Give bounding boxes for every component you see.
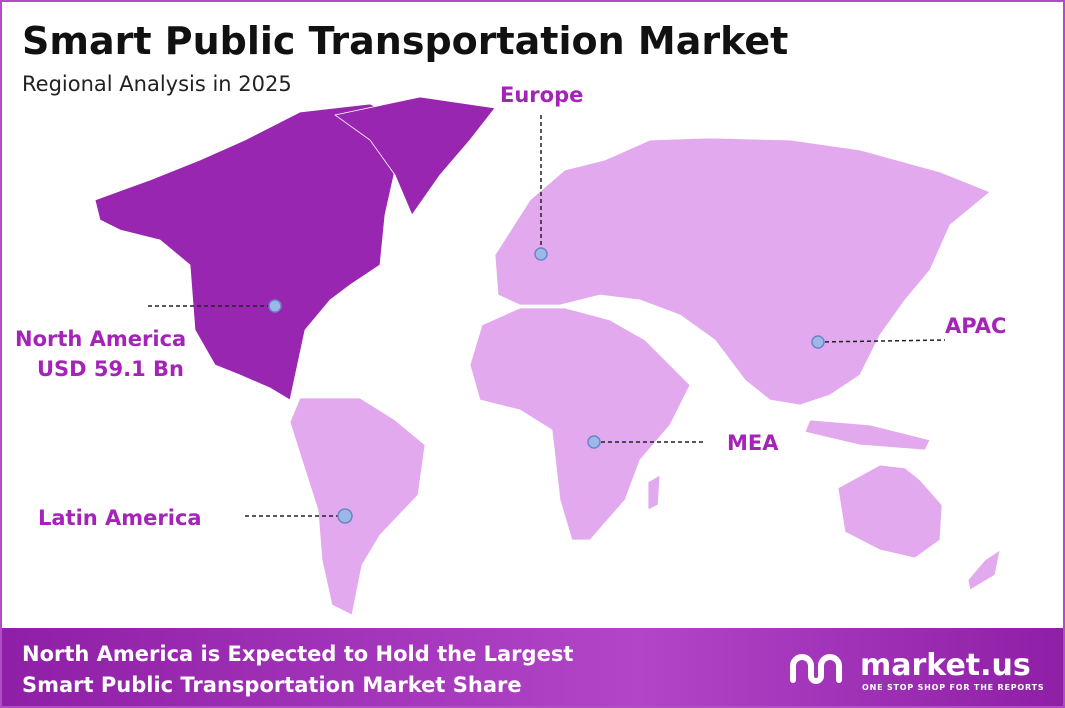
footer-text: North America is Expected to Hold the La… (22, 642, 573, 666)
leader-line (817, 339, 946, 343)
brand: market.us (860, 648, 1031, 683)
region-label: MEA (727, 431, 779, 455)
region-label: APAC (945, 314, 1006, 338)
region-label: Latin America (38, 506, 202, 530)
australia-shape (837, 464, 943, 559)
marker (587, 435, 601, 449)
south-america-shape (289, 397, 426, 616)
world-map (94, 96, 1001, 616)
marker (811, 335, 825, 349)
africa-shape (469, 307, 691, 541)
new-zealand-shape (967, 549, 1001, 591)
north-america-shape (94, 103, 421, 401)
marker (268, 299, 282, 313)
footer-band (2, 628, 1063, 706)
greenland-shape (334, 96, 496, 216)
eurasia-shape (494, 137, 991, 406)
callouts: North America USD 59.1 Bn Europe APAC ME… (15, 83, 1006, 530)
tagline: ONE STOP SHOP FOR THE REPORTS (862, 683, 1044, 692)
region-value: USD 59.1 Bn (37, 357, 184, 381)
indonesia-shape (804, 419, 931, 451)
marker (534, 247, 548, 261)
madagascar-shape (647, 474, 661, 511)
footer-text: Smart Public Transportation Market Share (22, 673, 522, 697)
region-label: Europe (500, 83, 583, 107)
logo: market.us ONE STOP SHOP FOR THE REPORTS (790, 648, 1044, 692)
title: Smart Public Transportation Market (22, 19, 788, 63)
subtitle: Regional Analysis in 2025 (22, 72, 292, 96)
region-label: North America (15, 327, 186, 351)
marker (337, 508, 353, 524)
logo-icon (790, 654, 842, 684)
